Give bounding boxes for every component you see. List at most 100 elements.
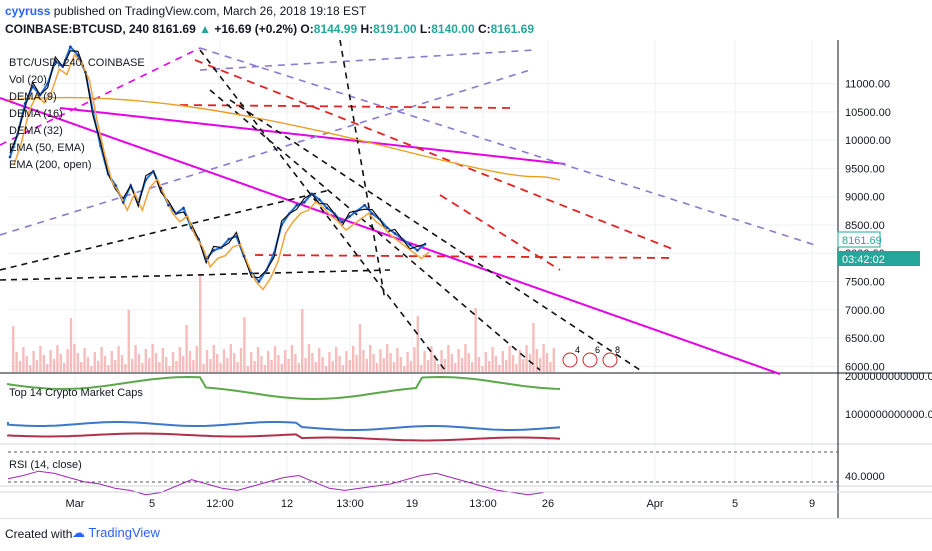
volume-bar [83,348,86,372]
publish-line: cyyruss published on TradingView.com, Ma… [5,4,366,18]
price-point [295,203,299,207]
volume-bar [549,362,552,372]
volume-bar [12,326,15,372]
volume-bar [199,275,202,372]
volume-bar [219,363,222,372]
volume-bar [110,351,113,372]
legend: BTC/USD, 240, COINBASE Vol (20) DEMA (9)… [9,57,145,171]
price-badge-text: 8161.69 [842,235,882,247]
price-point [197,237,200,241]
trend-line [199,49,446,371]
ema200-line [7,96,561,181]
price-point [8,155,12,159]
open-label: O: [300,22,314,36]
price-point [408,243,412,247]
market-cap-tick-label: 1000000000000.0000 [845,409,932,421]
volume-bar [301,309,304,372]
dema32-line [13,53,430,291]
price-point [242,254,246,258]
volume-bar [66,349,69,372]
volume-bar [222,349,226,372]
chart-canvas[interactable]: 6000.006500.007000.007500.008000.008500.… [0,40,932,518]
price-tick-label: 9000.00 [845,192,885,204]
volume-bar [15,352,18,372]
volume-bar [403,366,406,372]
volume-bar [450,354,453,372]
time-tick-label: 26 [542,498,554,510]
countdown-badge-text: 03:42:02 [842,254,885,266]
volume-bar [386,344,389,372]
rsi-line [7,470,544,496]
trend-drawings [0,40,816,375]
close-label: C: [477,22,491,36]
event-flag-icon[interactable] [602,352,618,368]
volume-bar [464,344,467,372]
volume-bar [488,361,491,372]
volume-bar [226,358,229,372]
time-tick-label: 13:00 [336,498,364,510]
price-point [114,184,117,187]
price-point [159,186,163,190]
low-value: 8140.00 [431,22,475,36]
publish-text: published on TradingView.com, March 26, … [53,4,367,18]
price-point [23,102,27,105]
volume-bar [253,361,256,372]
volume-bar [256,347,260,372]
price-point [76,54,80,57]
price-tick-label: 10000.00 [845,135,891,147]
brand-name: TradingView [88,525,160,540]
market-cap-line [7,432,561,442]
price-tick-label: 10500.00 [845,107,891,119]
price-point [174,212,178,215]
volume-bar [369,345,372,372]
countdown-badge-box [838,251,920,266]
volume-bar [508,346,511,372]
price-point [31,85,34,88]
volume-bar [127,310,130,372]
author-link[interactable]: cyyruss [5,4,51,18]
price-point [325,206,329,210]
price-point [333,212,336,215]
volume-bar [352,346,355,372]
volume-bar [423,351,426,372]
price-point [370,212,374,215]
legend-item: BTC/USD, 240, COINBASE [9,57,145,69]
volume-bar [243,317,246,372]
price-point [129,184,133,187]
market-cap-tick-label: 2000000000000.0 [845,371,932,383]
symbol-line: COINBASE:BTCUSD, 240 8161.69 ▲ +16.69 (+… [5,22,534,36]
time-tick-label: 13:00 [469,498,497,510]
price-tick-label: 8500.00 [845,220,885,232]
tradingview-link[interactable]: ☁ TradingView [72,525,160,540]
volume-bar [498,365,501,372]
volume-bar [216,354,219,372]
trend-line [199,47,816,246]
price-point [363,203,366,207]
volume-bar [290,345,294,372]
volume-bar [205,350,209,372]
price-tick-label: 11000.00 [845,79,890,91]
price-point [121,201,125,204]
price-point [144,178,148,182]
price-point [280,223,283,227]
volume-bar [511,355,515,372]
grid-lines [0,40,932,518]
price-point [84,70,87,74]
volume-bar [338,356,341,372]
time-tick-label: 9 [809,498,815,510]
time-tick-label: 12:00 [206,498,234,510]
event-badges: 4 6 8 [562,345,620,368]
trend-line [0,69,531,236]
volume-bar [239,348,243,372]
volume-bar [542,344,545,372]
event-flag-icon[interactable] [582,352,598,368]
event-count: 8 [615,345,620,355]
time-tick-label: 19 [406,498,418,510]
symbol-label[interactable]: COINBASE:BTCUSD, 240 [5,22,150,36]
volume-bar [124,364,127,372]
event-flag-icon[interactable] [562,352,578,368]
volume-bar [49,350,52,372]
volume-bar [151,344,154,372]
price-point [53,59,57,63]
volume-bar [131,359,134,372]
